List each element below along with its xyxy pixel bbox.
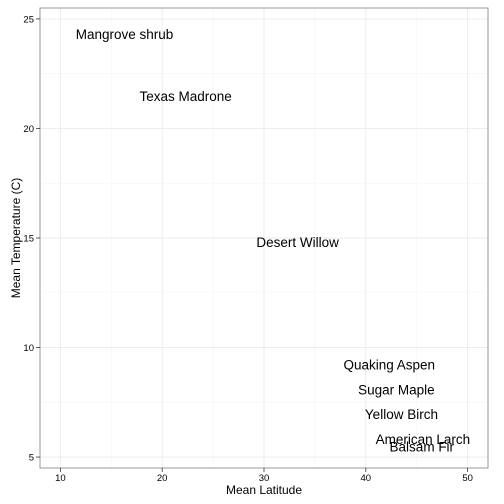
y-axis: 5 10 15 20 25 <box>23 14 40 464</box>
point-label: Sugar Maple <box>358 383 435 398</box>
point-label: Mangrove shrub <box>76 27 174 42</box>
y-tick-label: 15 <box>23 234 34 245</box>
x-tick-label: 30 <box>259 473 270 484</box>
y-tick-label: 5 <box>29 453 34 464</box>
x-axis-title: Mean Latitude <box>226 483 302 497</box>
x-tick-label: 20 <box>157 473 168 484</box>
x-axis: 10 20 30 40 50 <box>55 468 473 484</box>
point-label: American Larch <box>376 432 471 447</box>
grid <box>40 8 488 468</box>
point-label: Yellow Birch <box>365 407 438 422</box>
x-tick-label: 50 <box>462 473 473 484</box>
y-tick-label: 20 <box>23 124 34 135</box>
point-label: Texas Madrone <box>139 89 231 104</box>
point-label: Quaking Aspen <box>343 358 435 373</box>
point-labels: Mangrove shrub Texas Madrone Desert Willow… <box>76 27 470 455</box>
y-axis-title: Mean Temperature (C) <box>9 178 23 299</box>
y-tick-label: 25 <box>23 14 34 25</box>
x-tick-label: 40 <box>361 473 372 484</box>
y-tick-label: 10 <box>23 343 34 354</box>
point-label: Balsam Fir <box>390 440 455 455</box>
point-label: Desert Willow <box>256 235 339 250</box>
x-tick-label: 10 <box>55 473 66 484</box>
